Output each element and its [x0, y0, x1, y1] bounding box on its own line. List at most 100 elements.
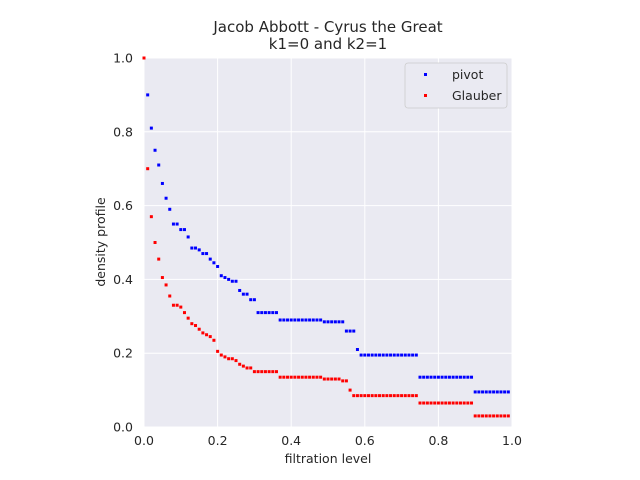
data-point	[230, 279, 234, 283]
data-point	[274, 311, 278, 315]
data-point	[267, 311, 271, 315]
data-point	[153, 241, 157, 244]
data-point	[212, 338, 216, 342]
grid	[143, 57, 513, 428]
data-point	[182, 311, 186, 315]
data-point	[411, 394, 415, 398]
legend: pivot Glauber	[404, 62, 508, 109]
data-point	[157, 257, 161, 261]
data-point	[245, 292, 249, 296]
data-point	[171, 222, 175, 226]
data-point	[473, 390, 477, 394]
data-point	[422, 401, 426, 405]
data-point	[488, 390, 492, 394]
data-point	[208, 335, 212, 339]
data-point	[473, 414, 477, 418]
data-point	[337, 377, 341, 381]
data-point	[267, 370, 271, 374]
data-point	[455, 375, 459, 379]
data-point	[370, 353, 374, 357]
data-point	[234, 279, 238, 283]
legend-label-glauber: Glauber	[452, 88, 502, 103]
data-point	[252, 298, 256, 302]
data-point	[179, 228, 183, 232]
data-point	[381, 353, 385, 357]
data-point	[194, 246, 198, 250]
x-tick-label: 0.6	[355, 433, 375, 448]
data-point	[470, 375, 474, 379]
data-point	[477, 414, 481, 418]
y-tick-label: 0.0	[113, 420, 133, 435]
data-point	[182, 228, 186, 232]
data-point	[385, 353, 389, 357]
y-tick-label: 0.6	[113, 198, 133, 213]
data-point	[256, 311, 260, 315]
data-point	[433, 375, 437, 379]
data-point	[216, 349, 220, 353]
data-point	[422, 375, 426, 379]
data-point	[470, 401, 474, 405]
data-point	[238, 288, 242, 292]
legend-box	[404, 62, 508, 109]
data-point	[341, 379, 345, 383]
data-point	[333, 320, 337, 324]
data-point	[436, 375, 440, 379]
legend-marker-glauber	[424, 94, 427, 97]
data-point	[271, 370, 275, 374]
data-point	[260, 370, 264, 374]
data-point	[414, 353, 418, 357]
data-point	[289, 318, 293, 322]
data-point	[436, 401, 440, 405]
data-point	[477, 390, 481, 394]
data-point	[429, 375, 433, 379]
data-point	[319, 318, 323, 322]
chart-title: Jacob Abbott - Cyrus the Great	[212, 18, 442, 36]
data-point	[201, 252, 205, 256]
data-point	[223, 276, 227, 280]
data-point	[407, 353, 411, 357]
data-point	[352, 329, 356, 333]
data-point	[492, 390, 496, 394]
data-point	[263, 370, 267, 374]
data-point	[378, 353, 382, 357]
data-point	[146, 167, 150, 171]
data-point	[506, 414, 510, 418]
data-point	[194, 324, 198, 328]
data-point	[271, 311, 275, 315]
data-point	[389, 394, 393, 398]
data-point	[458, 401, 462, 405]
data-point	[219, 353, 223, 357]
data-point	[407, 394, 411, 398]
data-point	[341, 320, 345, 324]
data-point	[378, 394, 382, 398]
data-point	[249, 298, 253, 302]
data-point	[175, 303, 179, 307]
data-point	[175, 222, 179, 226]
data-point	[322, 377, 326, 381]
data-point	[374, 353, 378, 357]
data-point	[499, 390, 503, 394]
data-point	[164, 283, 168, 287]
data-point	[389, 353, 393, 357]
data-point	[488, 414, 492, 418]
data-point	[286, 318, 290, 322]
data-point	[481, 390, 485, 394]
data-point	[374, 394, 378, 398]
data-point	[326, 320, 330, 324]
legend-label-pivot: pivot	[452, 67, 483, 82]
data-point	[179, 305, 183, 309]
x-tick-label: 1.0	[502, 433, 522, 448]
data-point	[208, 257, 212, 261]
data-point	[495, 390, 499, 394]
data-point	[190, 246, 194, 250]
data-point	[315, 318, 319, 322]
data-point	[300, 318, 304, 322]
data-point	[392, 353, 396, 357]
data-point	[440, 401, 444, 405]
data-point	[444, 375, 448, 379]
data-point	[278, 318, 282, 322]
data-point	[414, 394, 418, 398]
data-point	[142, 56, 146, 60]
data-point	[160, 276, 164, 280]
